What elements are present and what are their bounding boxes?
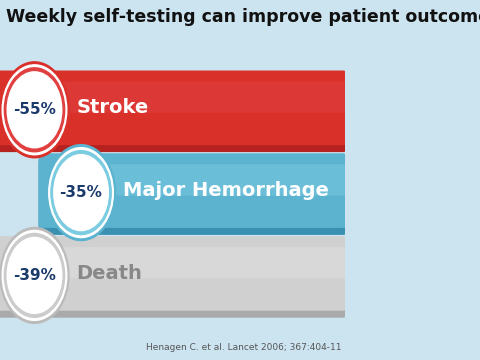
FancyBboxPatch shape	[0, 76, 347, 152]
FancyBboxPatch shape	[21, 81, 346, 113]
FancyBboxPatch shape	[38, 158, 347, 235]
Text: -39%: -39%	[13, 268, 56, 283]
Circle shape	[54, 155, 108, 230]
Text: Stroke: Stroke	[76, 98, 148, 117]
FancyBboxPatch shape	[62, 164, 346, 195]
FancyBboxPatch shape	[0, 71, 347, 145]
Circle shape	[7, 238, 62, 313]
Circle shape	[49, 148, 113, 238]
FancyBboxPatch shape	[0, 241, 347, 318]
Text: Henagen C. et al. Lancet 2006; 367:404-11: Henagen C. et al. Lancet 2006; 367:404-1…	[146, 343, 341, 352]
Circle shape	[51, 150, 111, 235]
Text: Major Hemorrhage: Major Hemorrhage	[123, 181, 329, 200]
Text: -55%: -55%	[13, 102, 56, 117]
Circle shape	[0, 62, 69, 158]
FancyBboxPatch shape	[21, 247, 346, 278]
FancyBboxPatch shape	[38, 153, 347, 228]
Text: -35%: -35%	[60, 185, 103, 200]
Circle shape	[47, 145, 116, 240]
Circle shape	[7, 72, 62, 148]
Circle shape	[0, 228, 69, 323]
Circle shape	[4, 68, 65, 152]
Text: Weekly self-testing can improve patient outcomes.: Weekly self-testing can improve patient …	[6, 8, 480, 26]
FancyBboxPatch shape	[0, 236, 347, 311]
Text: Death: Death	[76, 264, 142, 283]
Circle shape	[2, 65, 67, 155]
Circle shape	[4, 233, 65, 318]
Circle shape	[2, 230, 67, 320]
